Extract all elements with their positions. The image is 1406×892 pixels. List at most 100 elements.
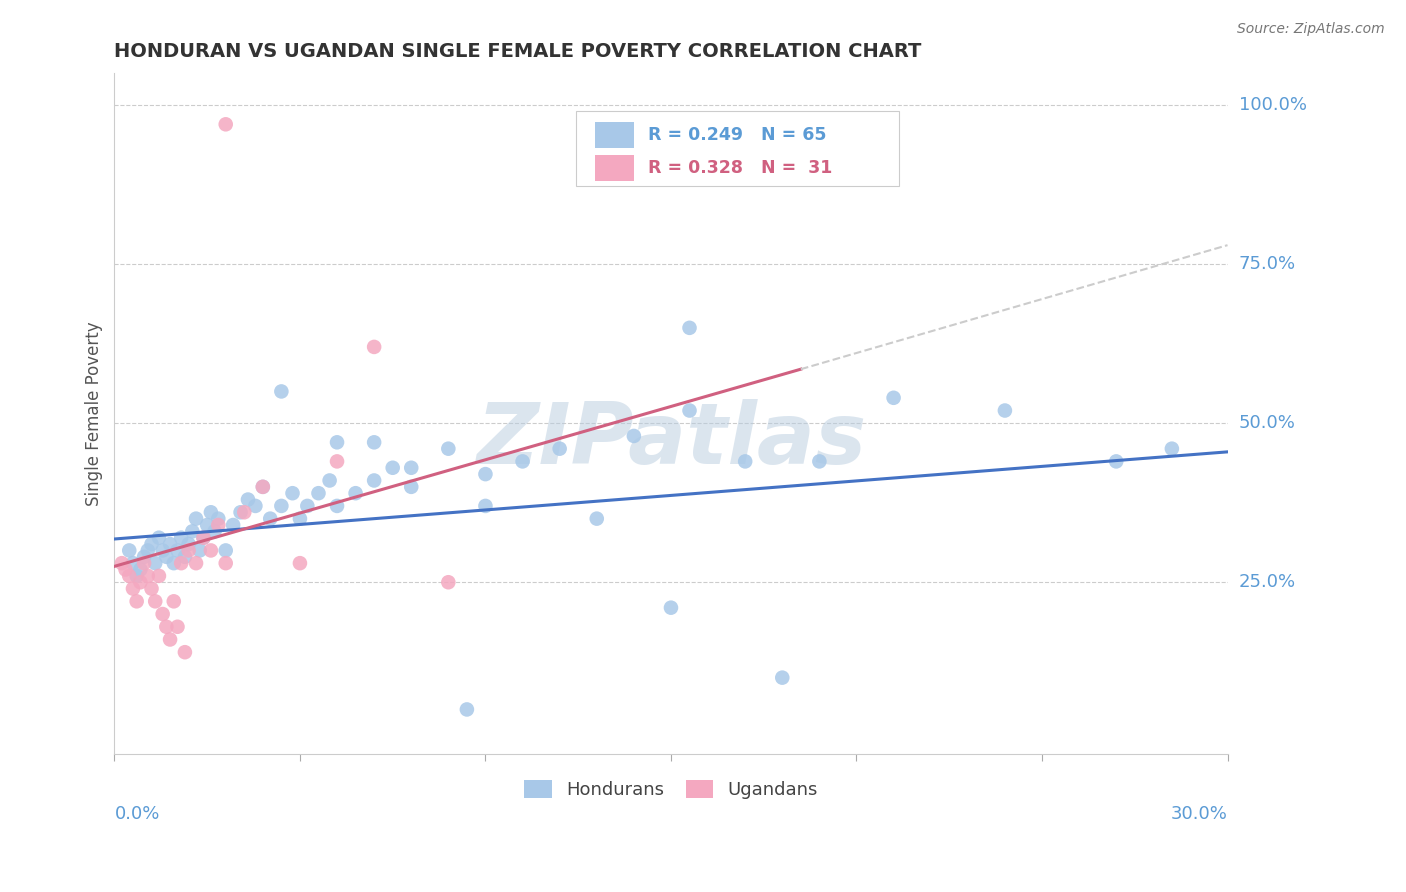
- Point: [1160, 442, 1182, 456]
- Point: [215, 543, 238, 558]
- Point: [141, 582, 163, 596]
- Point: [200, 543, 222, 558]
- Point: [297, 499, 319, 513]
- Point: [152, 543, 174, 558]
- Point: [770, 671, 793, 685]
- Point: [155, 549, 177, 564]
- Point: [215, 556, 238, 570]
- Text: 30.0%: 30.0%: [1171, 805, 1227, 823]
- Point: [129, 575, 152, 590]
- Point: [381, 460, 404, 475]
- Point: [177, 543, 200, 558]
- Text: HONDURAN VS UGANDAN SINGLE FEMALE POVERTY CORRELATION CHART: HONDURAN VS UGANDAN SINGLE FEMALE POVERT…: [114, 42, 922, 61]
- Point: [122, 556, 145, 570]
- Point: [200, 505, 222, 519]
- Point: [166, 543, 188, 558]
- Point: [259, 511, 281, 525]
- Point: [174, 645, 197, 659]
- Point: [136, 569, 159, 583]
- Point: [163, 594, 186, 608]
- FancyBboxPatch shape: [595, 155, 634, 181]
- Point: [204, 524, 226, 539]
- Point: [188, 543, 211, 558]
- Point: [159, 537, 181, 551]
- Point: [170, 556, 193, 570]
- Text: R = 0.328   N =  31: R = 0.328 N = 31: [648, 159, 832, 177]
- Point: [163, 556, 186, 570]
- Point: [129, 562, 152, 576]
- FancyBboxPatch shape: [576, 111, 900, 186]
- Point: [184, 556, 207, 570]
- Point: [155, 620, 177, 634]
- Point: [174, 549, 197, 564]
- Text: 0.0%: 0.0%: [114, 805, 160, 823]
- Point: [193, 531, 215, 545]
- Point: [512, 454, 534, 468]
- Text: Source: ZipAtlas.com: Source: ZipAtlas.com: [1237, 22, 1385, 37]
- Point: [170, 531, 193, 545]
- Point: [659, 600, 682, 615]
- Point: [207, 518, 229, 533]
- Point: [270, 499, 292, 513]
- Point: [270, 384, 292, 399]
- Point: [363, 474, 385, 488]
- Point: [222, 518, 245, 533]
- Point: [808, 454, 831, 468]
- Point: [437, 442, 460, 456]
- Point: [233, 505, 256, 519]
- Point: [344, 486, 367, 500]
- Point: [363, 435, 385, 450]
- Point: [148, 569, 170, 583]
- Point: [288, 556, 311, 570]
- Point: [623, 429, 645, 443]
- Point: [181, 524, 204, 539]
- Point: [143, 556, 166, 570]
- Point: [195, 518, 218, 533]
- Point: [245, 499, 267, 513]
- Point: [152, 607, 174, 621]
- Point: [883, 391, 905, 405]
- Point: [122, 582, 145, 596]
- Point: [143, 594, 166, 608]
- Text: 75.0%: 75.0%: [1239, 255, 1296, 273]
- Point: [111, 556, 134, 570]
- Point: [308, 486, 330, 500]
- Text: 25.0%: 25.0%: [1239, 574, 1296, 591]
- Point: [326, 435, 349, 450]
- Point: [363, 340, 385, 354]
- Text: 50.0%: 50.0%: [1239, 414, 1295, 433]
- Point: [734, 454, 756, 468]
- Point: [207, 511, 229, 525]
- Point: [399, 480, 422, 494]
- Text: R = 0.249   N = 65: R = 0.249 N = 65: [648, 127, 827, 145]
- Point: [118, 543, 141, 558]
- Point: [318, 474, 340, 488]
- Point: [215, 117, 238, 131]
- Point: [399, 460, 422, 475]
- Point: [125, 594, 148, 608]
- Point: [193, 531, 215, 545]
- Text: 100.0%: 100.0%: [1239, 96, 1306, 114]
- Point: [118, 569, 141, 583]
- Point: [236, 492, 259, 507]
- Legend: Hondurans, Ugandans: Hondurans, Ugandans: [517, 772, 825, 806]
- Point: [326, 454, 349, 468]
- Point: [585, 511, 607, 525]
- Point: [125, 569, 148, 583]
- FancyBboxPatch shape: [595, 122, 634, 148]
- Point: [177, 537, 200, 551]
- Point: [132, 549, 155, 564]
- Point: [456, 702, 478, 716]
- Point: [994, 403, 1017, 417]
- Point: [141, 537, 163, 551]
- Point: [548, 442, 571, 456]
- Point: [136, 543, 159, 558]
- Point: [159, 632, 181, 647]
- Point: [678, 403, 700, 417]
- Point: [229, 505, 252, 519]
- Point: [474, 499, 496, 513]
- Point: [114, 562, 136, 576]
- Point: [474, 467, 496, 482]
- Y-axis label: Single Female Poverty: Single Female Poverty: [86, 321, 103, 506]
- Point: [252, 480, 274, 494]
